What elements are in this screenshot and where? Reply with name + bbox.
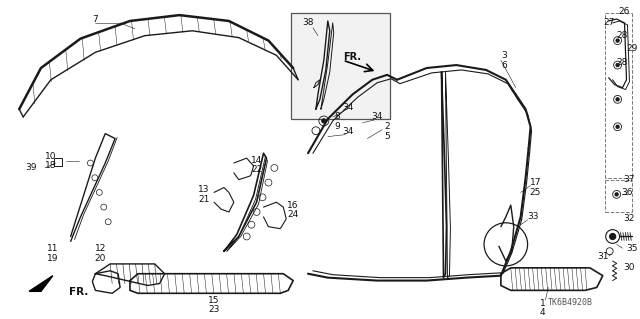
Text: 22: 22	[251, 165, 262, 174]
Text: 39: 39	[26, 163, 37, 173]
FancyBboxPatch shape	[291, 13, 390, 119]
Circle shape	[322, 119, 326, 123]
Circle shape	[616, 125, 619, 128]
Text: 21: 21	[198, 195, 210, 204]
Circle shape	[610, 234, 616, 240]
Text: 8: 8	[335, 113, 340, 122]
Text: 26: 26	[619, 7, 630, 16]
Text: 12: 12	[95, 244, 106, 253]
Text: 15: 15	[208, 296, 220, 305]
Text: 34: 34	[342, 127, 353, 136]
Text: 5: 5	[384, 132, 390, 141]
Circle shape	[616, 39, 619, 42]
Text: 10: 10	[45, 152, 56, 161]
Text: 7: 7	[92, 15, 98, 24]
FancyBboxPatch shape	[54, 158, 61, 166]
Polygon shape	[29, 276, 53, 291]
Text: 23: 23	[209, 306, 220, 315]
Text: 17: 17	[530, 178, 541, 187]
Text: 27: 27	[603, 19, 614, 27]
Text: 34: 34	[372, 113, 383, 122]
Text: 34: 34	[342, 103, 353, 112]
Text: 37: 37	[624, 175, 636, 184]
Text: 35: 35	[627, 244, 638, 253]
Text: 16: 16	[287, 201, 299, 210]
Text: 24: 24	[287, 211, 299, 219]
Text: 19: 19	[47, 254, 59, 263]
Text: 13: 13	[198, 185, 210, 194]
Text: 25: 25	[530, 188, 541, 197]
Circle shape	[616, 63, 619, 67]
Text: 4: 4	[540, 308, 545, 317]
Text: 18: 18	[45, 161, 56, 170]
Text: 1: 1	[540, 299, 545, 308]
Text: FR.: FR.	[68, 287, 88, 297]
Text: 31: 31	[597, 252, 609, 261]
Text: 28: 28	[617, 58, 628, 67]
Text: 2: 2	[385, 122, 390, 131]
Text: 3: 3	[501, 51, 507, 60]
Text: 20: 20	[95, 254, 106, 263]
Text: 30: 30	[624, 263, 636, 272]
Text: 11: 11	[47, 244, 59, 253]
Text: 6: 6	[501, 61, 507, 70]
Text: 29: 29	[627, 44, 638, 53]
Text: TK6B4920B: TK6B4920B	[548, 298, 593, 307]
Text: FR.: FR.	[342, 52, 360, 62]
Circle shape	[615, 193, 618, 196]
Circle shape	[616, 98, 619, 101]
Text: 38: 38	[302, 19, 314, 27]
Text: 33: 33	[527, 212, 538, 221]
Text: 32: 32	[624, 214, 635, 223]
Text: 36: 36	[621, 188, 633, 197]
Text: 28: 28	[617, 31, 628, 40]
Text: 9: 9	[335, 122, 340, 131]
Text: 14: 14	[251, 156, 262, 165]
